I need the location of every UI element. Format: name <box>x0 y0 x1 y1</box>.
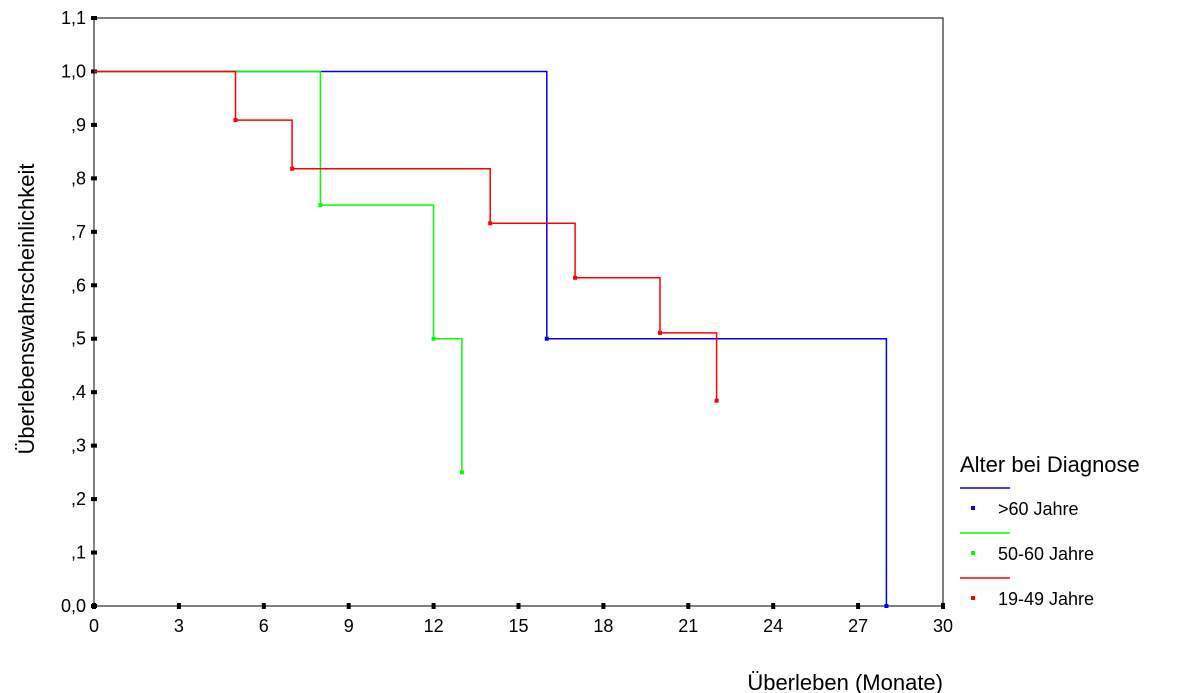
y-tick-mark <box>91 283 97 288</box>
data-point <box>573 275 578 280</box>
x-tick-label: 12 <box>424 616 444 636</box>
y-tick-label: 1,1 <box>61 8 86 28</box>
series-line-1 <box>94 70 463 473</box>
x-tick-mark <box>601 603 606 609</box>
y-tick-label: ,4 <box>71 382 86 402</box>
y-tick-label: ,3 <box>71 436 86 456</box>
y-tick-mark <box>91 443 97 448</box>
x-tick-mark <box>941 603 945 609</box>
legend-swatch-marker <box>971 551 975 555</box>
y-tick-mark <box>91 336 97 341</box>
y-tick-mark <box>91 604 97 608</box>
y-tick-label: ,9 <box>71 115 86 135</box>
y-tick-mark <box>91 497 97 502</box>
y-tick-mark <box>91 229 97 234</box>
x-tick-mark <box>346 603 351 609</box>
y-tick-mark <box>91 16 97 20</box>
y-tick-label: 1,0 <box>61 61 86 81</box>
legend: Alter bei Diagnose >60 Jahre 50-60 Jahre 1… <box>960 452 1140 609</box>
x-tick-mark <box>771 603 776 609</box>
data-point <box>233 118 238 123</box>
data-point <box>290 166 295 171</box>
y-axis: 0,0 ,1 ,2 ,3 ,4 ,5 ,6 ,7 ,8 ,9 1,0 1,1 <box>61 8 97 616</box>
y-tick-label: ,7 <box>71 222 86 242</box>
y-axis-title: Überlebenswahrscheinlichkeit <box>14 163 39 454</box>
x-tick-label: 18 <box>593 616 613 636</box>
data-point <box>488 221 493 226</box>
data-point <box>318 203 323 208</box>
x-tick-label: 27 <box>848 616 868 636</box>
x-axis-title: Überleben (Monate) <box>747 670 943 693</box>
series-line-2 <box>94 70 718 401</box>
x-tick-mark <box>261 603 266 609</box>
legend-swatch-marker <box>971 506 975 510</box>
y-tick-label: ,8 <box>71 168 86 188</box>
x-tick-label: 3 <box>174 616 184 636</box>
data-point <box>714 398 719 403</box>
x-axis: 0 3 6 9 12 15 18 21 24 27 30 <box>89 603 953 636</box>
x-tick-label: 21 <box>678 616 698 636</box>
x-tick-label: 0 <box>89 616 99 636</box>
x-tick-label: 6 <box>259 616 269 636</box>
data-point <box>459 470 464 475</box>
y-tick-label: 0,0 <box>61 596 86 616</box>
x-tick-label: 15 <box>508 616 528 636</box>
legend-title: Alter bei Diagnose <box>960 452 1140 477</box>
series-layer <box>94 70 889 608</box>
x-tick-mark <box>176 603 181 609</box>
legend-label: >60 Jahre <box>998 499 1079 519</box>
x-tick-mark <box>856 603 861 609</box>
y-tick-label: ,2 <box>71 489 86 509</box>
y-tick-label: ,6 <box>71 275 86 295</box>
data-point <box>544 336 549 341</box>
legend-swatch-marker <box>971 596 975 600</box>
y-tick-label: ,5 <box>71 329 86 349</box>
y-tick-mark <box>91 176 97 181</box>
plot-frame <box>93 17 944 607</box>
data-point <box>884 604 889 608</box>
x-tick-label: 30 <box>933 616 953 636</box>
x-tick-mark <box>516 603 521 609</box>
x-tick-label: 24 <box>763 616 783 636</box>
data-point <box>431 336 436 341</box>
legend-label: 19-49 Jahre <box>998 589 1094 609</box>
y-tick-mark <box>91 122 97 127</box>
y-tick-mark <box>91 390 97 395</box>
series-line-0 <box>94 70 888 606</box>
x-tick-mark <box>686 603 691 609</box>
y-tick-label: ,1 <box>71 543 86 563</box>
x-tick-label: 9 <box>344 616 354 636</box>
data-point <box>658 330 662 335</box>
x-tick-mark <box>431 603 436 609</box>
plot-area <box>93 17 944 607</box>
y-tick-mark <box>91 550 97 555</box>
legend-label: 50-60 Jahre <box>998 544 1094 564</box>
